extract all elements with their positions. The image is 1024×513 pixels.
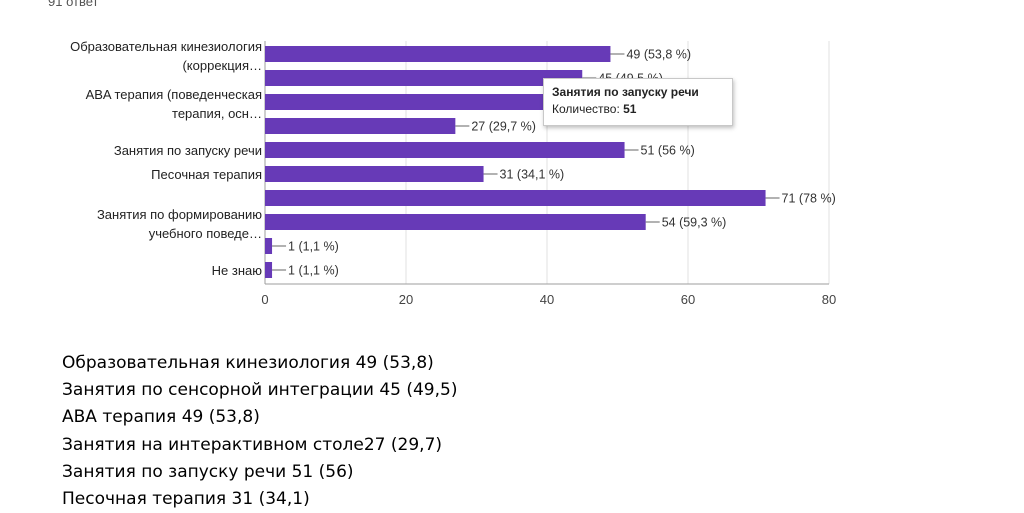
data-label: 1 (1,1 %) <box>288 264 339 278</box>
tooltip-title: Занятия по запуску речи <box>552 85 699 99</box>
x-tick-label: 40 <box>540 292 554 307</box>
summary-item: ABA терапия 49 (53,8) <box>62 407 260 428</box>
summary-item: Занятия по сенсорной интеграции 45 (49,5… <box>62 380 458 401</box>
summary-item: Песочная терапия 31 (34,1) <box>62 489 310 510</box>
bar[interactable] <box>265 214 646 230</box>
data-label: 71 (78 %) <box>782 192 836 206</box>
bar[interactable] <box>265 142 625 158</box>
data-label: 31 (34,1 %) <box>500 168 565 182</box>
data-label: 54 (59,3 %) <box>662 216 727 230</box>
responses-count: 91 ответ <box>48 0 99 9</box>
tick-labels-layer: 0 20 40 60 80 <box>261 292 836 307</box>
x-tick-label: 20 <box>399 292 413 307</box>
labels-layer: 49 (53,8 %)45 (49,5 %)49 (53,8 %)27 (29,… <box>272 48 836 278</box>
chart-tooltip: Занятия по запуску речи Количество: 51 <box>543 78 733 126</box>
data-label: 27 (29,7 %) <box>471 120 536 134</box>
x-tick-label: 80 <box>822 292 836 307</box>
x-tick-label: 60 <box>681 292 695 307</box>
data-label: 49 (53,8 %) <box>626 48 691 62</box>
y-tick-label: Песочная терапия <box>151 167 262 182</box>
y-tick-label: Не знаю <box>212 263 263 278</box>
summary-list: Образовательная кинезиология 49 (53,8) За… <box>62 350 457 513</box>
bar[interactable] <box>265 190 766 206</box>
summary-item: Занятия на интерактивном столе27 (29,7) <box>62 434 443 455</box>
data-label: 1 (1,1 %) <box>288 240 339 254</box>
bar[interactable] <box>265 166 484 182</box>
x-tick-label: 0 <box>261 292 268 307</box>
tooltip-label: Количество: <box>552 102 624 116</box>
bar[interactable] <box>265 118 456 134</box>
category-labels-layer: Образовательная кинезиология (коррекция… A… <box>70 39 262 278</box>
data-label: 51 (56 %) <box>641 144 695 158</box>
bar[interactable] <box>265 238 273 254</box>
tooltip-value: 51 <box>623 102 637 116</box>
y-tick-label: Занятия по запуску речи <box>114 143 262 158</box>
bar[interactable] <box>265 262 273 278</box>
summary-item: Занятия по запуску речи 51 (56) <box>62 461 354 482</box>
bars-layer <box>265 46 766 278</box>
bar[interactable] <box>265 70 583 86</box>
bar[interactable] <box>265 46 611 62</box>
y-tick-label: Занятия по формированию учебного поведе… <box>97 207 262 241</box>
bar-chart: 49 (53,8 %)45 (49,5 %)49 (53,8 %)27 (29,… <box>70 39 836 307</box>
bar[interactable] <box>265 94 611 110</box>
y-tick-label: ABA терапия (поведенческая терапия, осн… <box>86 87 262 121</box>
summary-item: Образовательная кинезиология 49 (53,8) <box>62 353 434 373</box>
y-tick-label: Образовательная кинезиология (коррекция… <box>70 39 262 73</box>
